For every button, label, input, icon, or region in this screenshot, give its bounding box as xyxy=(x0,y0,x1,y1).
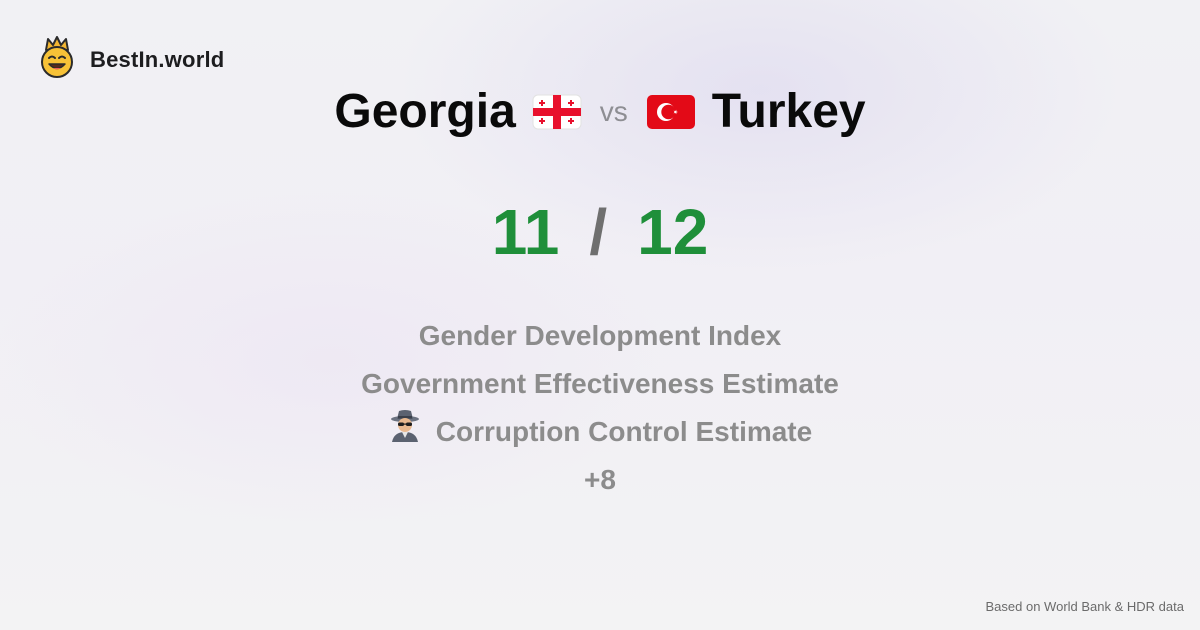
score-separator: / xyxy=(589,196,608,268)
metric-item: Corruption Control Estimate xyxy=(0,408,1200,456)
left-score: 11 xyxy=(491,196,560,268)
crown-smiley-icon xyxy=(38,36,76,83)
turkey-flag-icon xyxy=(646,94,696,130)
vs-label: vs xyxy=(599,95,628,127)
metric-item: Government Effectiveness Estimate xyxy=(0,360,1200,408)
metric-label: Government Effectiveness Estimate xyxy=(361,368,839,399)
right-country-name: Turkey xyxy=(711,85,866,138)
more-metrics-count: +8 xyxy=(584,464,616,495)
metric-label: Gender Development Index xyxy=(418,320,782,351)
detective-icon xyxy=(388,408,422,457)
metric-label: Corruption Control Estimate xyxy=(435,416,813,447)
score-display: 11 / 12 xyxy=(0,195,1200,269)
comparison-title: Georgia vs Turkey xyxy=(0,84,1200,139)
brand-name: BestIn.world xyxy=(90,46,225,72)
metrics-list: Gender Development Index Government Effe… xyxy=(0,312,1200,504)
metric-item: Gender Development Index xyxy=(0,312,1200,360)
data-source-note: Based on World Bank & HDR data xyxy=(985,599,1184,614)
left-country-name: Georgia xyxy=(334,85,516,138)
right-score: 12 xyxy=(637,196,709,268)
georgia-flag-icon xyxy=(532,94,582,130)
brand-header[interactable]: BestIn.world xyxy=(38,36,224,83)
